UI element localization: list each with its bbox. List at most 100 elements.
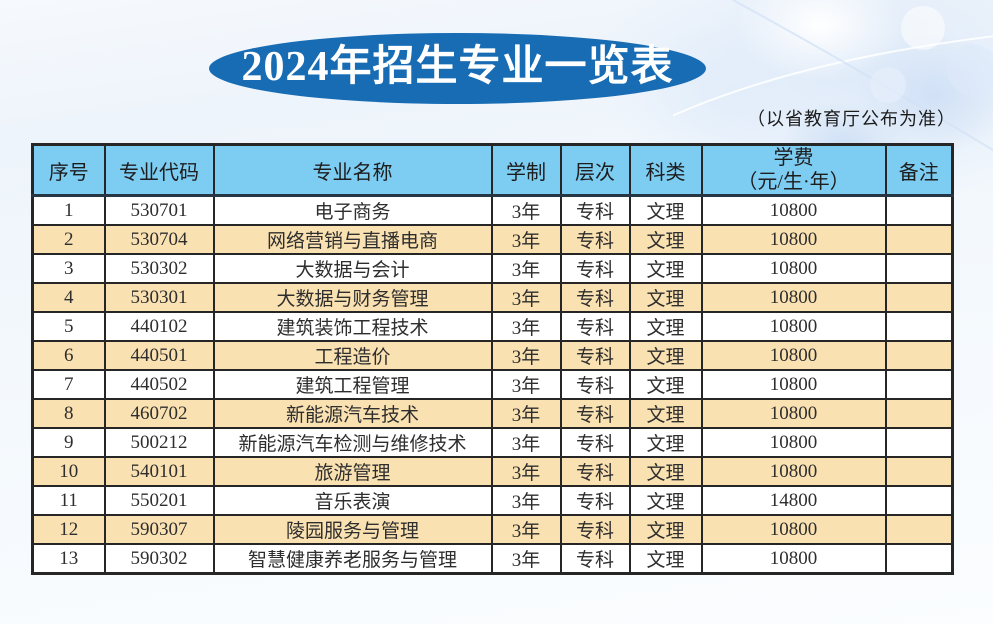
cell-remark <box>884 369 954 400</box>
table-row: 9 500212 新能源汽车检测与维修技术 3年 专科 文理 10800 <box>31 427 954 458</box>
header-name: 专业名称 <box>212 143 493 197</box>
cell-remark <box>884 224 954 255</box>
majors-table-body: 1 530701 电子商务 3年 专科 文理 10800 2 530704 网络营销与直播电商 3年… <box>31 194 954 575</box>
cell-code: 500212 <box>103 427 215 458</box>
cell-name: 工程造价 <box>212 340 493 371</box>
cell-level: 专科 <box>559 427 631 458</box>
cell-name: 建筑工程管理 <box>212 369 493 400</box>
table-row: 8 460702 新能源汽车技术 3年 专科 文理 10800 <box>31 398 954 429</box>
cell-name: 智慧健康养老服务与管理 <box>212 543 493 575</box>
cell-category: 文理 <box>628 340 703 371</box>
cell-duration: 3年 <box>490 398 562 429</box>
cell-remark <box>884 456 954 487</box>
cell-remark <box>884 311 954 342</box>
subtitle-note: （以省教育厅公布为准） <box>747 109 956 129</box>
cell-tuition: 10800 <box>700 194 887 226</box>
cell-name: 音乐表演 <box>212 485 493 516</box>
cell-level: 专科 <box>559 398 631 429</box>
cell-duration: 3年 <box>490 340 562 371</box>
cell-duration: 3年 <box>490 427 562 458</box>
cell-tuition: 10800 <box>700 253 887 284</box>
cell-code: 530704 <box>103 224 215 255</box>
table-row: 13 590302 智慧健康养老服务与管理 3年 专科 文理 10800 <box>31 543 954 575</box>
cell-code: 460702 <box>103 398 215 429</box>
cell-level: 专科 <box>559 369 631 400</box>
table-row: 3 530302 大数据与会计 3年 专科 文理 10800 <box>31 253 954 284</box>
cell-remark <box>884 398 954 429</box>
header-tuition-line2: （元/生·年） <box>737 171 850 193</box>
cell-no: 3 <box>31 253 106 284</box>
header-remark: 备注 <box>884 143 954 197</box>
cell-tuition: 10800 <box>700 398 887 429</box>
cell-no: 2 <box>31 224 106 255</box>
cell-category: 文理 <box>628 398 703 429</box>
cell-no: 1 <box>31 194 106 226</box>
cell-tuition: 10800 <box>700 514 887 545</box>
cell-category: 文理 <box>628 543 703 575</box>
cell-level: 专科 <box>559 311 631 342</box>
cell-name: 电子商务 <box>212 194 493 226</box>
cell-name: 陵园服务与管理 <box>212 514 493 545</box>
cell-name: 大数据与会计 <box>212 253 493 284</box>
cell-name: 建筑装饰工程技术 <box>212 311 493 342</box>
table-row: 2 530704 网络营销与直播电商 3年 专科 文理 10800 <box>31 224 954 255</box>
cell-remark <box>884 514 954 545</box>
cell-code: 540101 <box>103 456 215 487</box>
cell-name: 旅游管理 <box>212 456 493 487</box>
table-row: 7 440502 建筑工程管理 3年 专科 文理 10800 <box>31 369 954 400</box>
cell-code: 590302 <box>103 543 215 575</box>
cell-category: 文理 <box>628 224 703 255</box>
header-code: 专业代码 <box>103 143 215 197</box>
cell-tuition: 10800 <box>700 543 887 575</box>
cell-tuition: 10800 <box>700 282 887 313</box>
table-row: 11 550201 音乐表演 3年 专科 文理 14800 <box>31 485 954 516</box>
cell-level: 专科 <box>559 224 631 255</box>
cell-tuition: 10800 <box>700 456 887 487</box>
cell-category: 文理 <box>628 253 703 284</box>
header-level: 层次 <box>559 143 631 197</box>
header-duration: 学制 <box>490 143 562 197</box>
cell-remark <box>884 485 954 516</box>
cell-remark <box>884 194 954 226</box>
header-no: 序号 <box>31 143 106 197</box>
cell-remark <box>884 543 954 575</box>
cell-duration: 3年 <box>490 253 562 284</box>
cell-no: 13 <box>31 543 106 575</box>
page-title: 2024年招生专业一览表 <box>241 43 674 90</box>
table-row: 4 530301 大数据与财务管理 3年 专科 文理 10800 <box>31 282 954 313</box>
cell-level: 专科 <box>559 194 631 226</box>
cell-name: 网络营销与直播电商 <box>212 224 493 255</box>
cell-duration: 3年 <box>490 456 562 487</box>
cell-duration: 3年 <box>490 514 562 545</box>
cell-duration: 3年 <box>490 543 562 575</box>
cell-tuition: 10800 <box>700 224 887 255</box>
cell-level: 专科 <box>559 485 631 516</box>
cell-remark <box>884 253 954 284</box>
cell-no: 6 <box>31 340 106 371</box>
header-category: 科类 <box>628 143 703 197</box>
cell-level: 专科 <box>559 253 631 284</box>
cell-tuition: 10800 <box>700 311 887 342</box>
table-row: 5 440102 建筑装饰工程技术 3年 专科 文理 10800 <box>31 311 954 342</box>
cell-duration: 3年 <box>490 194 562 226</box>
cell-no: 12 <box>31 514 106 545</box>
cell-level: 专科 <box>559 514 631 545</box>
cell-remark <box>884 427 954 458</box>
cell-code: 440501 <box>103 340 215 371</box>
cell-no: 10 <box>31 456 106 487</box>
majors-table: 序号 专业代码 专业名称 学制 层次 科类 学费 （元/生·年） 备注 1 530… <box>31 143 954 575</box>
cell-category: 文理 <box>628 456 703 487</box>
cell-category: 文理 <box>628 311 703 342</box>
cell-category: 文理 <box>628 514 703 545</box>
cell-remark <box>884 340 954 371</box>
cell-level: 专科 <box>559 282 631 313</box>
cell-name: 新能源汽车检测与维修技术 <box>212 427 493 458</box>
cell-no: 9 <box>31 427 106 458</box>
cell-no: 7 <box>31 369 106 400</box>
cell-code: 530302 <box>103 253 215 284</box>
cell-code: 530301 <box>103 282 215 313</box>
cell-name: 大数据与财务管理 <box>212 282 493 313</box>
cell-category: 文理 <box>628 282 703 313</box>
majors-table-header: 序号 专业代码 专业名称 学制 层次 科类 学费 （元/生·年） 备注 <box>31 143 954 197</box>
cell-level: 专科 <box>559 456 631 487</box>
